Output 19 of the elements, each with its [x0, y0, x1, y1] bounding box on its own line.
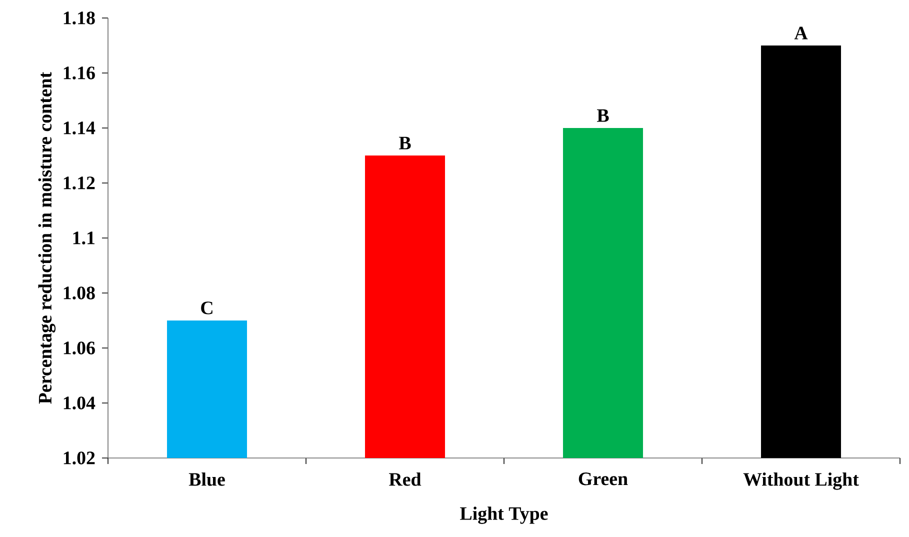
y-tick-label: 1.02	[64, 452, 95, 464]
y-tick-label: 1.16	[64, 66, 95, 80]
y-tick-label: 1.08	[64, 286, 95, 300]
y-tick-label: 1.12	[64, 176, 95, 190]
y-tick-label: 1.06	[64, 342, 95, 354]
y-tick-label: 1.04	[64, 396, 96, 410]
data-label: A	[794, 26, 808, 40]
x-tick-label: Blue	[188, 472, 225, 486]
x-tick-label: Red	[389, 472, 422, 486]
x-tick-label: Without Light	[743, 472, 859, 490]
y-tick-label: 1.18	[64, 12, 95, 24]
y-axis-title: Percentage reduction in moisture content	[38, 72, 56, 404]
x-tick-label: Green	[578, 472, 628, 486]
data-label: B	[597, 109, 609, 122]
y-tick-label: 1.14	[64, 122, 96, 134]
data-label: C	[201, 302, 212, 314]
x-axis-title: Light Type	[460, 506, 548, 524]
y-tick-label: 1.1	[73, 232, 95, 244]
data-label: B	[399, 136, 411, 150]
